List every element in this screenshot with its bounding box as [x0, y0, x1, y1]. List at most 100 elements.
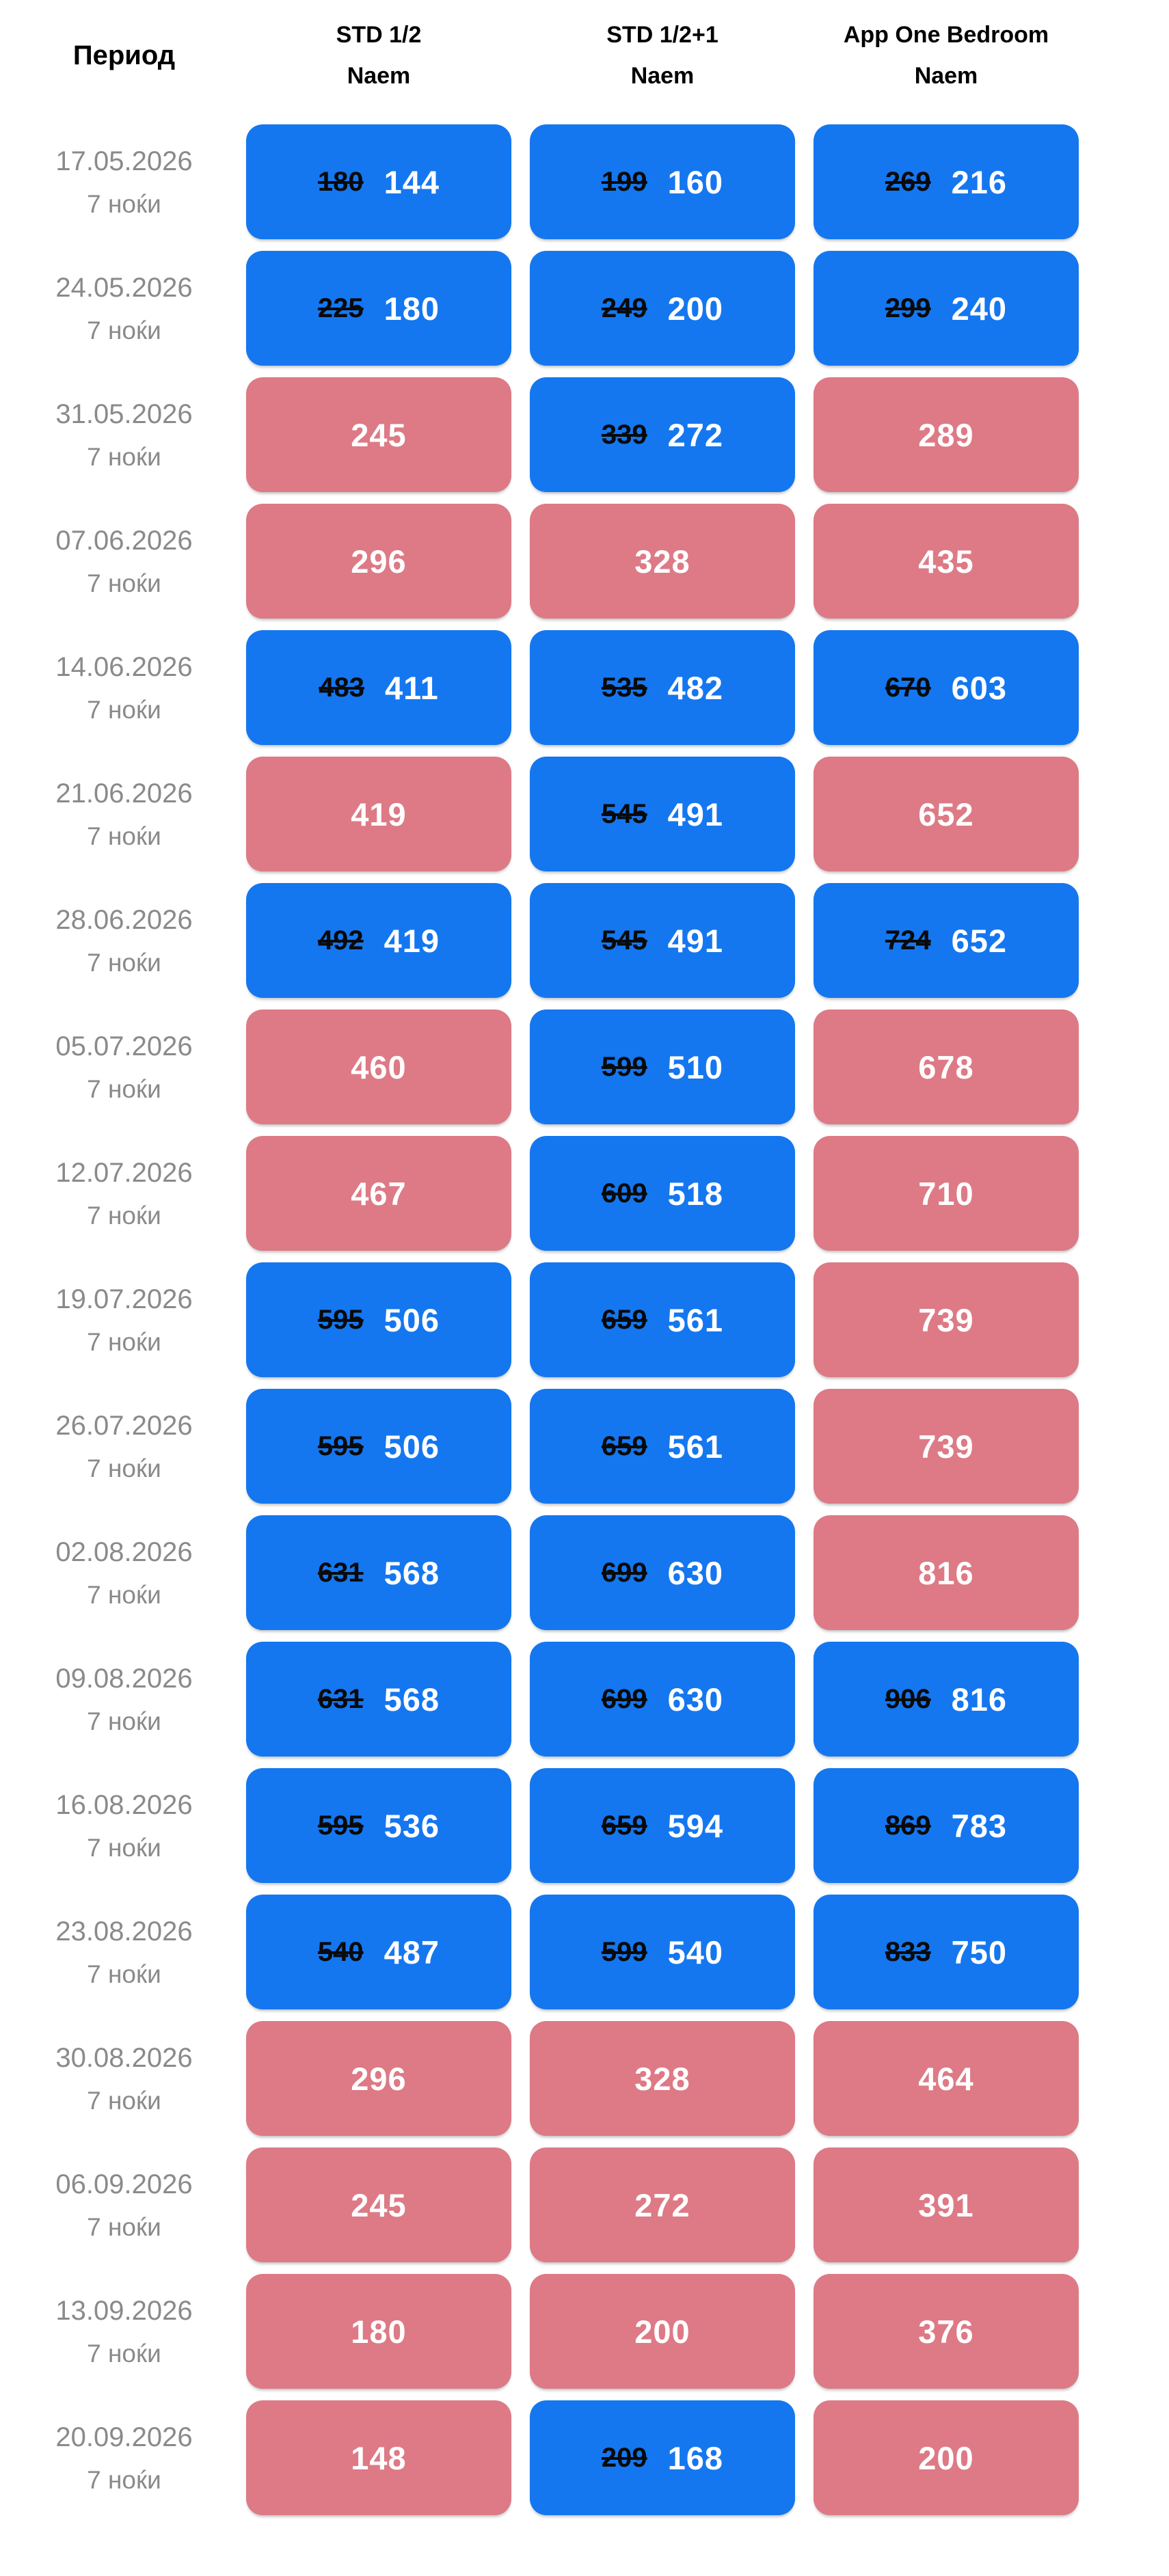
current-price: 678 [918, 1048, 974, 1085]
period-cell: 21.06.2026 7 ноќи [0, 780, 228, 849]
current-price: 561 [667, 1428, 724, 1465]
period-cell: 20.09.2026 7 ноќи [0, 2424, 228, 2493]
table-row: 05.07.2026 7 ноќи 460 599 510 678 [0, 1009, 1169, 1124]
price-cell[interactable]: 269 216 [814, 124, 1079, 239]
price-cell[interactable]: 296 [246, 504, 511, 619]
price-cell[interactable]: 670 603 [814, 630, 1079, 745]
price-cell[interactable]: 460 [246, 1009, 511, 1124]
price-cell[interactable]: 739 [814, 1389, 1079, 1504]
price-cell[interactable]: 699 630 [530, 1515, 795, 1630]
price-cell[interactable]: 376 [814, 2274, 1079, 2389]
period-nights: 7 ноќи [87, 2465, 161, 2494]
price-cell[interactable]: 391 [814, 2147, 1079, 2262]
price-cell[interactable]: 328 [530, 504, 795, 619]
price-cell[interactable]: 180 144 [246, 124, 511, 239]
current-price: 245 [351, 416, 407, 453]
price-cell[interactable]: 631 568 [246, 1515, 511, 1630]
period-nights: 7 ноќи [87, 1833, 161, 1862]
period-cell: 23.08.2026 7 ноќи [0, 1918, 228, 1987]
period-date: 02.08.2026 [55, 1536, 193, 1567]
old-price: 659 [601, 1304, 647, 1335]
period-nights: 7 ноќи [87, 822, 161, 850]
period-cell: 02.08.2026 7 ноќи [0, 1538, 228, 1608]
price-cell[interactable]: 464 [814, 2021, 1079, 2136]
price-cell[interactable]: 272 [530, 2147, 795, 2262]
price-cell[interactable]: 631 568 [246, 1642, 511, 1757]
current-price: 816 [951, 1681, 1008, 1718]
table-row: 23.08.2026 7 ноќи 540 487 599 540 833 75… [0, 1895, 1169, 2009]
price-cell[interactable]: 296 [246, 2021, 511, 2136]
price-cell[interactable]: 483 411 [246, 630, 511, 745]
period-cell: 05.07.2026 7 ноќи [0, 1033, 228, 1102]
price-cell[interactable]: 595 506 [246, 1262, 511, 1377]
old-price: 269 [885, 166, 931, 197]
price-cell[interactable]: 724 652 [814, 883, 1079, 998]
old-price: 631 [317, 1557, 364, 1588]
price-cell[interactable]: 545 491 [530, 757, 795, 871]
price-cell[interactable]: 678 [814, 1009, 1079, 1124]
price-cell[interactable]: 535 482 [530, 630, 795, 745]
price-cell[interactable]: 540 487 [246, 1895, 511, 2009]
price-cell[interactable]: 833 750 [814, 1895, 1079, 2009]
price-cell[interactable]: 599 540 [530, 1895, 795, 2009]
current-price: 518 [667, 1175, 724, 1212]
column-title: STD 1/2+1 [606, 22, 718, 48]
price-cell[interactable]: 200 [530, 2274, 795, 2389]
period-date: 21.06.2026 [55, 778, 193, 809]
price-cell[interactable]: 710 [814, 1136, 1079, 1251]
current-price: 568 [384, 1554, 440, 1591]
price-cell[interactable]: 595 536 [246, 1768, 511, 1883]
period-nights: 7 ноќи [87, 948, 161, 977]
price-cell[interactable]: 545 491 [530, 883, 795, 998]
price-cell[interactable]: 148 [246, 2400, 511, 2515]
price-cell[interactable]: 659 561 [530, 1262, 795, 1377]
current-price: 594 [667, 1807, 724, 1844]
price-cell[interactable]: 199 160 [530, 124, 795, 239]
price-cell[interactable]: 339 272 [530, 377, 795, 492]
price-cell[interactable]: 419 [246, 757, 511, 871]
price-cell[interactable]: 467 [246, 1136, 511, 1251]
current-price: 200 [667, 290, 724, 327]
period-cell: 09.08.2026 7 ноќи [0, 1665, 228, 1734]
price-cell[interactable]: 245 [246, 2147, 511, 2262]
period-nights: 7 ноќи [87, 1201, 161, 1230]
price-cell[interactable]: 249 200 [530, 251, 795, 366]
price-cell[interactable]: 609 518 [530, 1136, 795, 1251]
price-cell[interactable]: 225 180 [246, 251, 511, 366]
period-nights: 7 ноќи [87, 1327, 161, 1356]
price-cell[interactable]: 492 419 [246, 883, 511, 998]
current-price: 200 [918, 2439, 974, 2476]
price-cell[interactable]: 180 [246, 2274, 511, 2389]
current-price: 540 [667, 1934, 724, 1970]
old-price: 180 [317, 166, 364, 197]
price-cell[interactable]: 906 816 [814, 1642, 1079, 1757]
period-nights: 7 ноќи [87, 442, 161, 471]
period-cell: 17.05.2026 7 ноќи [0, 148, 228, 217]
table-row: 17.05.2026 7 ноќи 180 144 199 160 269 21… [0, 124, 1169, 239]
price-cell[interactable]: 209 168 [530, 2400, 795, 2515]
column-subtitle: Naem [630, 63, 695, 89]
price-cell[interactable]: 289 [814, 377, 1079, 492]
price-cell[interactable]: 328 [530, 2021, 795, 2136]
price-cell[interactable]: 739 [814, 1262, 1079, 1377]
price-cell[interactable]: 699 630 [530, 1642, 795, 1757]
price-cell[interactable]: 869 783 [814, 1768, 1079, 1883]
current-price: 710 [918, 1175, 974, 1212]
current-price: 391 [918, 2186, 974, 2223]
period-nights: 7 ноќи [87, 189, 161, 218]
price-cell[interactable]: 299 240 [814, 251, 1079, 366]
period-date: 07.06.2026 [55, 525, 193, 556]
price-cell[interactable]: 435 [814, 504, 1079, 619]
column-title: STD 1/2 [336, 22, 422, 48]
price-cell[interactable]: 659 561 [530, 1389, 795, 1504]
price-cell[interactable]: 595 506 [246, 1389, 511, 1504]
price-cell[interactable]: 816 [814, 1515, 1079, 1630]
old-price: 599 [601, 1051, 647, 1082]
price-cell[interactable]: 652 [814, 757, 1079, 871]
old-price: 670 [885, 672, 931, 703]
price-cell[interactable]: 245 [246, 377, 511, 492]
price-cell[interactable]: 200 [814, 2400, 1079, 2515]
current-price: 652 [918, 796, 974, 832]
price-cell[interactable]: 659 594 [530, 1768, 795, 1883]
price-cell[interactable]: 599 510 [530, 1009, 795, 1124]
